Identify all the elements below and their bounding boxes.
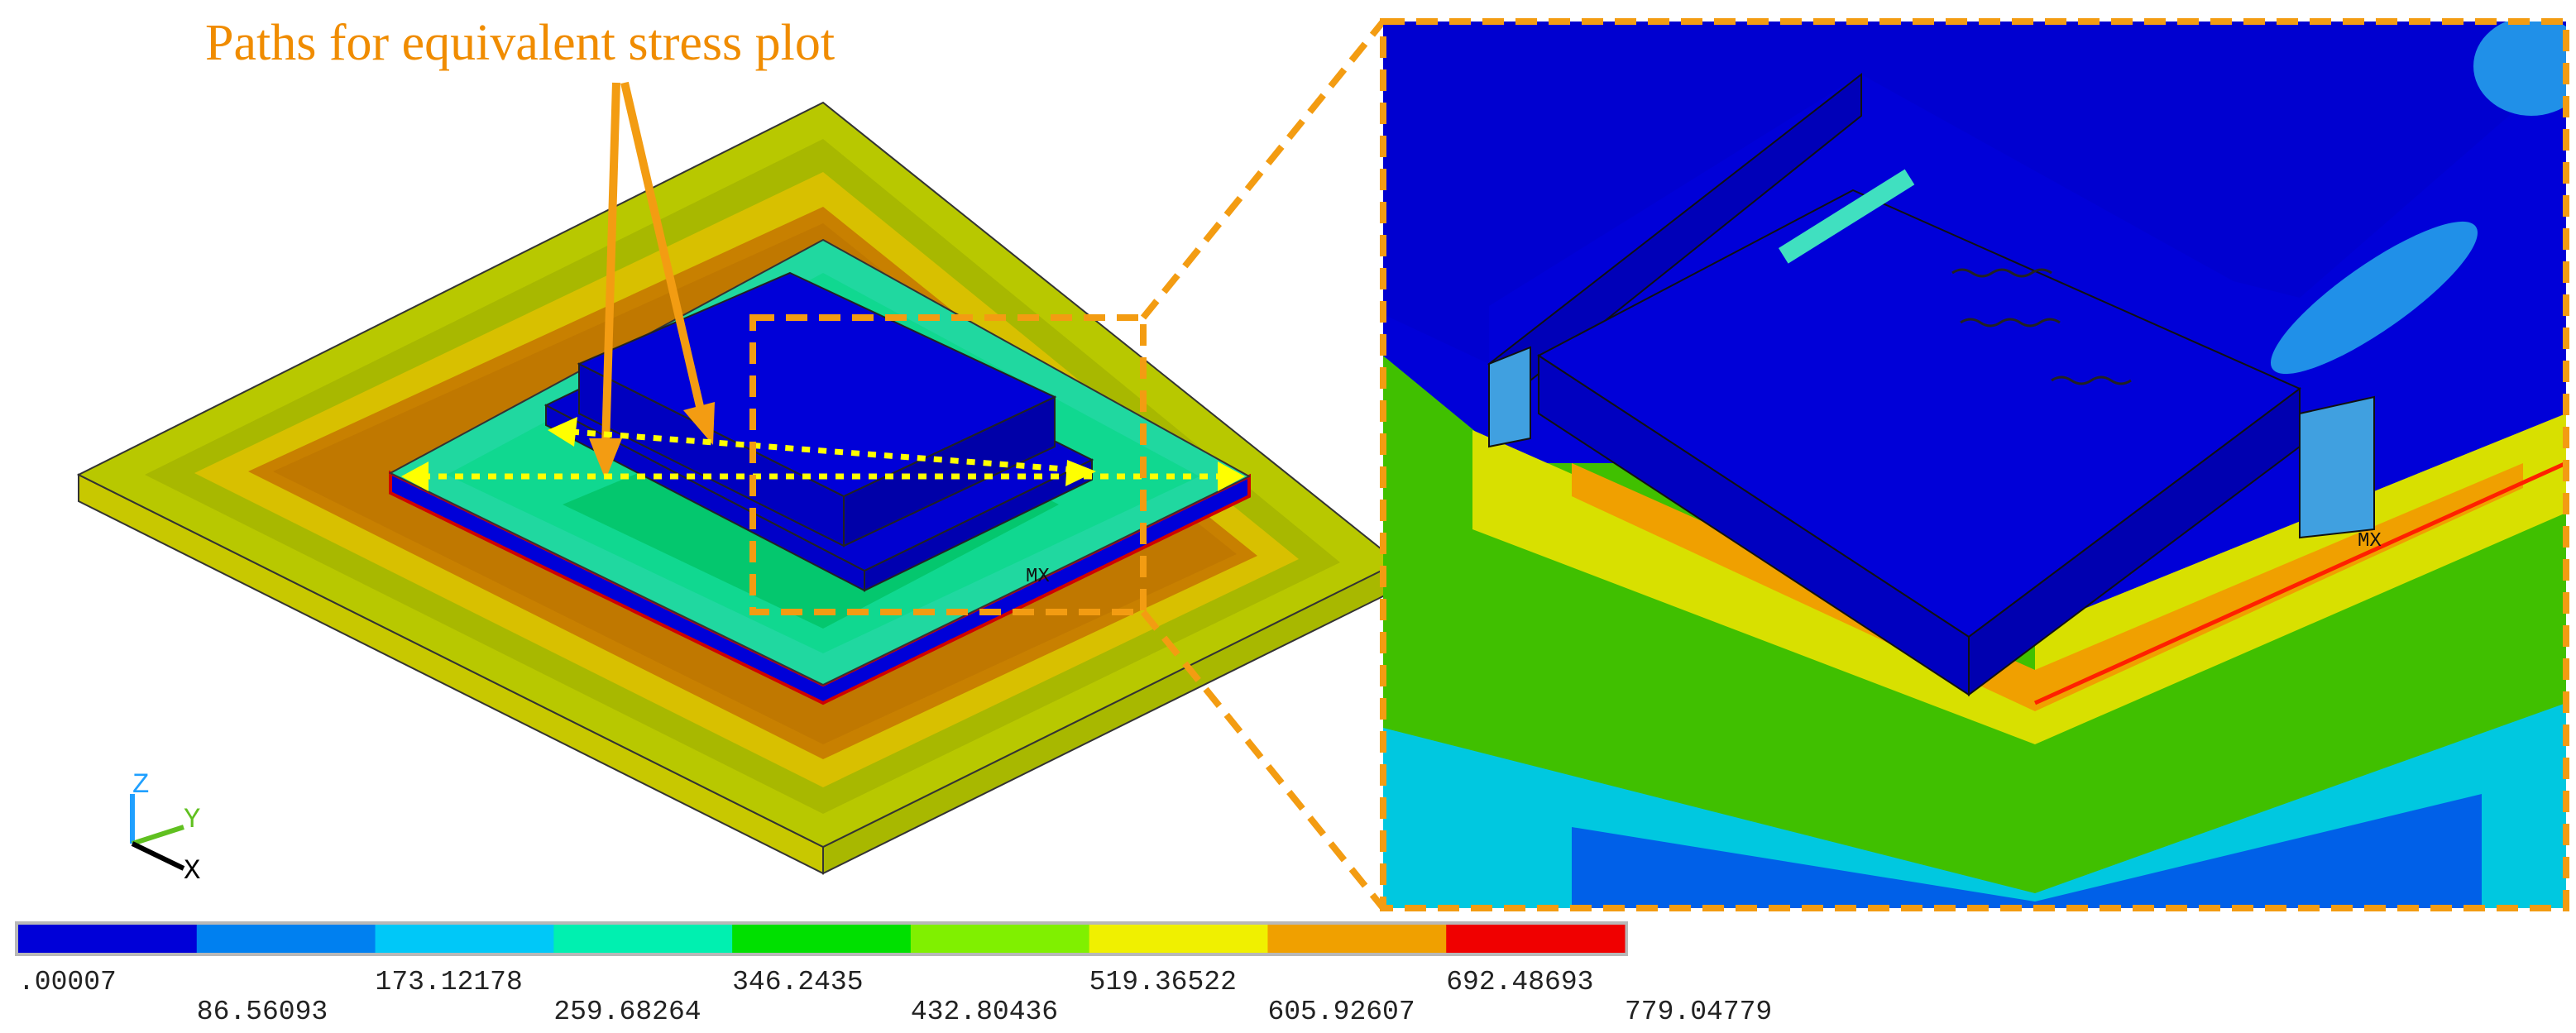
mx-label-left: MX bbox=[1026, 566, 1050, 588]
zoom-region-box bbox=[749, 314, 1147, 615]
inset-hotspot-1 bbox=[2473, 22, 2566, 116]
inset-feature-wave-3 bbox=[2051, 375, 2132, 385]
legend-tick-label: 86.56093 bbox=[197, 997, 328, 1027]
coordinate-triad-icon: Z Y X bbox=[130, 770, 200, 887]
legend-band bbox=[375, 925, 554, 953]
legend-band bbox=[1446, 925, 1626, 953]
legend-tick-label: 259.68264 bbox=[553, 997, 701, 1027]
stress-paths bbox=[401, 417, 1245, 491]
legend-band bbox=[18, 925, 198, 953]
path-diagonal bbox=[570, 428, 1076, 473]
inset-ring-pillar-right bbox=[2299, 395, 2375, 539]
inset-feature-wave-1 bbox=[1951, 268, 2052, 278]
legend-tick-label: 605.92607 bbox=[1267, 997, 1415, 1027]
mx-label-right: MX bbox=[2358, 530, 2382, 552]
inset-ring-top bbox=[1383, 22, 2566, 364]
path-horizontal-arrow-right bbox=[1218, 462, 1245, 491]
inset-substrate-bottom bbox=[1572, 794, 2482, 908]
legend-ticks: .00007 86.56093 173.12178 259.68264 346.2435… bbox=[18, 967, 1772, 1027]
legend-band bbox=[732, 925, 912, 953]
legend-tick-label: 173.12178 bbox=[376, 967, 523, 997]
legend-band bbox=[1089, 925, 1268, 953]
inset-hotspot-2 bbox=[2271, 221, 2478, 375]
legend-tick-label: 692.48693 bbox=[1446, 967, 1593, 997]
legend-band bbox=[553, 925, 733, 953]
legend-band bbox=[910, 925, 1090, 953]
legend-tick-label: .00007 bbox=[18, 967, 117, 997]
legend-tick-label: 432.80436 bbox=[911, 997, 1058, 1027]
axis-x-label: X bbox=[184, 856, 200, 887]
inset-red-line bbox=[2033, 461, 2566, 705]
zoom-connector-top bbox=[1140, 19, 1386, 320]
zoom-inset: MX bbox=[1383, 22, 2566, 908]
axis-y-label: Y bbox=[184, 805, 200, 836]
annotation-arrows bbox=[589, 81, 715, 480]
chip-block-top bbox=[577, 271, 1057, 498]
legend-tick-label: 519.36522 bbox=[1089, 967, 1237, 997]
path-diagonal-arrow-right bbox=[1065, 460, 1096, 486]
legend-colorbar bbox=[15, 921, 1628, 956]
path-horizontal-arrow-left bbox=[401, 462, 429, 491]
legend-band bbox=[196, 925, 376, 953]
axis-z-label: Z bbox=[132, 770, 149, 801]
path-diagonal-arrow-left bbox=[548, 417, 577, 447]
inset-die-side-right bbox=[1968, 387, 2301, 696]
legend-tick-label: 346.2435 bbox=[732, 967, 863, 997]
zoom-connector-bottom bbox=[1140, 610, 1386, 911]
annotation-title: Paths for equivalent stress plot bbox=[205, 15, 835, 71]
legend-tick-label: 779.04779 bbox=[1625, 997, 1772, 1027]
legend-band bbox=[1267, 925, 1447, 953]
package-model: MX Paths for equivalent stress plot bbox=[76, 15, 1400, 911]
inset-ring-pillar-left bbox=[1488, 346, 1531, 448]
inset-feature-wave-2 bbox=[1960, 318, 2061, 328]
zoom-frame-icon bbox=[1380, 18, 2569, 911]
inset-feature-strip bbox=[1779, 169, 1915, 264]
